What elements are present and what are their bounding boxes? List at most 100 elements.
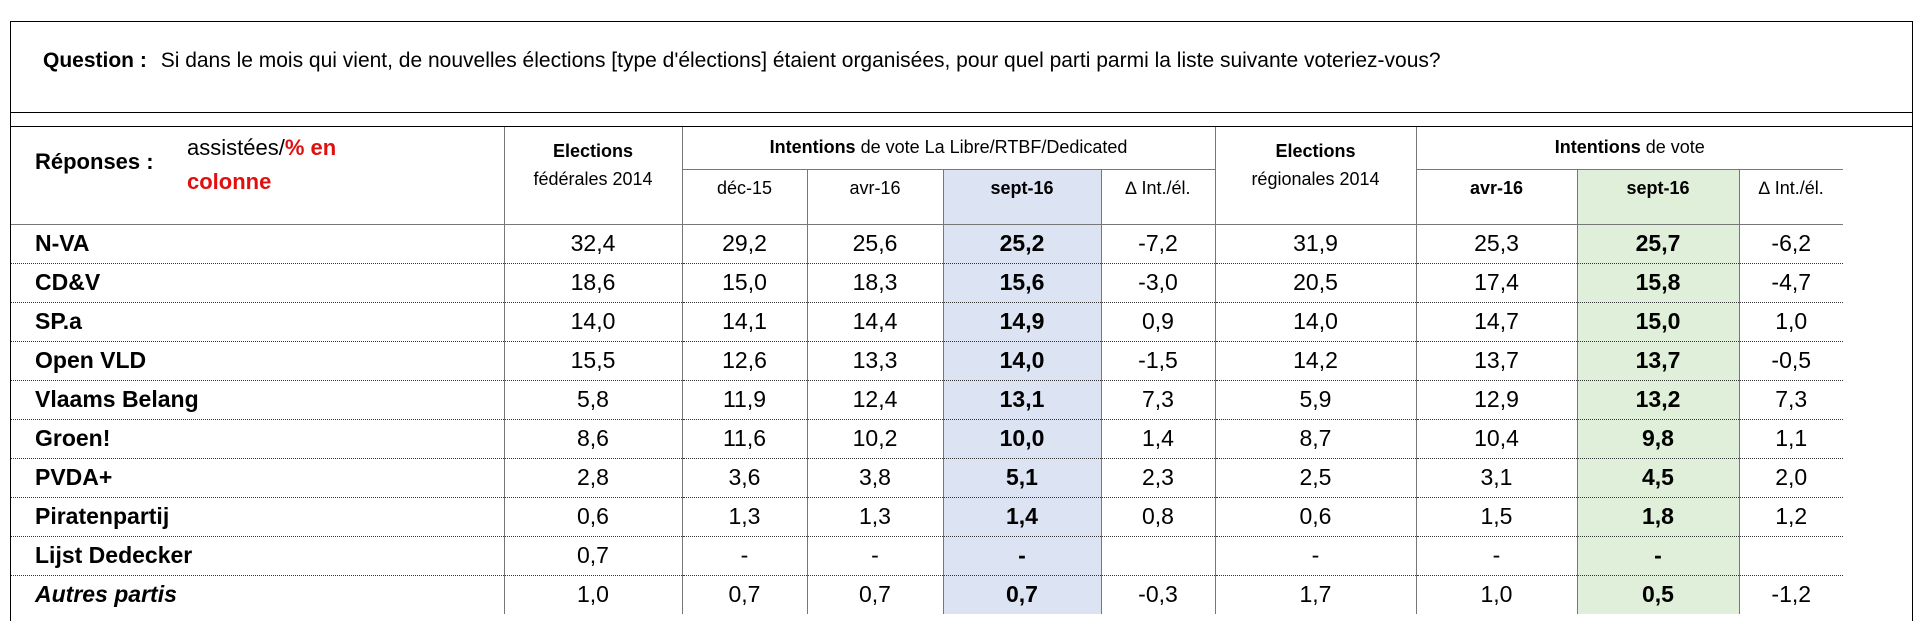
- cell-sept16: -: [942, 536, 1101, 576]
- question-header: Question : Si dans le mois qui vient, de…: [11, 22, 1912, 113]
- cell-reg-2014: 1,7: [1214, 575, 1416, 614]
- col-dec15: déc-15: [681, 169, 807, 208]
- spacer-row: [11, 207, 1843, 225]
- col-delta-reg: ∆ Int./él.: [1738, 169, 1843, 208]
- cell-sept16: 13,1: [942, 380, 1101, 420]
- responses-label: Réponses :: [35, 149, 154, 174]
- cell-avr16: -: [806, 536, 943, 576]
- col-sept16-reg: sept-16: [1576, 169, 1739, 208]
- intentions-header: Intentions de vote La Libre/RTBF/Dedicat…: [681, 127, 1215, 170]
- cell-avr16-reg: 25,3: [1415, 224, 1577, 264]
- table-row: Open VLD 15,5 12,6 13,3 14,0 -1,5 14,2 13,7 13,7…: [11, 341, 1843, 381]
- party-name: CD&V: [11, 263, 504, 303]
- cell-reg-2014: 14,2: [1214, 341, 1416, 381]
- cell-fed-2014: 8,6: [503, 419, 682, 459]
- table-row: CD&V 18,6 15,0 18,3 15,6 -3,0 20,5 17,4 15,8 -4,7: [11, 263, 1843, 303]
- cell-sept16-reg: 0,5: [1576, 575, 1739, 614]
- cell-fed-2014: 32,4: [503, 224, 682, 264]
- party-name: PVDA+: [11, 458, 504, 498]
- table-row: Vlaams Belang 5,8 11,9 12,4 13,1 7,3 5,9 12,9 13…: [11, 380, 1843, 420]
- cell-sept16-reg: 25,7: [1576, 224, 1739, 264]
- cell-dec15: 14,1: [681, 302, 807, 342]
- cell-avr16: 10,2: [806, 419, 943, 459]
- cell-dec15: 0,7: [681, 575, 807, 614]
- cell-dec15: 3,6: [681, 458, 807, 498]
- cell-delta: -3,0: [1100, 263, 1215, 303]
- cell-delta-reg: 1,2: [1738, 497, 1843, 537]
- cell-fed-2014: 15,5: [503, 341, 682, 381]
- table-row: Piratenpartij 0,6 1,3 1,3 1,4 0,8 0,6 1,5 1,8 1,2: [11, 497, 1843, 537]
- cell-sept16: 14,9: [942, 302, 1101, 342]
- party-name: Autres partis: [35, 581, 177, 607]
- cell-avr16-reg: -: [1415, 536, 1577, 576]
- cell-delta: -1,5: [1100, 341, 1215, 381]
- cell-reg-2014: 5,9: [1214, 380, 1416, 420]
- cell-dec15: 11,6: [681, 419, 807, 459]
- cell-reg-2014: -: [1214, 536, 1416, 576]
- cell-avr16-reg: 17,4: [1415, 263, 1577, 303]
- cell-dec15: 11,9: [681, 380, 807, 420]
- cell-delta-reg: -4,7: [1738, 263, 1843, 303]
- cell-avr16: 0,7: [806, 575, 943, 614]
- cell-sept16: 0,7: [942, 575, 1101, 614]
- cell-dec15: -: [681, 536, 807, 576]
- cell-dec15: 15,0: [681, 263, 807, 303]
- cell-delta-reg: 1,0: [1738, 302, 1843, 342]
- cell-reg-2014: 20,5: [1214, 263, 1416, 303]
- cell-avr16: 1,3: [806, 497, 943, 537]
- cell-delta-reg: 2,0: [1738, 458, 1843, 498]
- table-row: Groen! 8,6 11,6 10,2 10,0 1,4 8,7 10,4 9,8 1,1: [11, 419, 1843, 459]
- table-row: Autres partis 1,0 0,7 0,7 0,7 -0,3 1,7 1,0 0,5 -1…: [11, 575, 1843, 614]
- responses-sub-red: colonne: [187, 169, 272, 194]
- cell-reg-2014: 0,6: [1214, 497, 1416, 537]
- cell-fed-2014: 0,6: [503, 497, 682, 537]
- cell-sept16: 15,6: [942, 263, 1101, 303]
- cell-reg-2014: 2,5: [1214, 458, 1416, 498]
- cell-delta: 7,3: [1100, 380, 1215, 420]
- cell-sept16-reg: -: [1576, 536, 1739, 576]
- cell-fed-2014: 2,8: [503, 458, 682, 498]
- table-row: Lijst Dedecker 0,7- - - - - -: [11, 536, 1843, 576]
- cell-reg-2014: 8,7: [1214, 419, 1416, 459]
- divider: [11, 126, 1912, 127]
- col-delta: ∆ Int./él.: [1100, 169, 1215, 208]
- cell-avr16-reg: 13,7: [1415, 341, 1577, 381]
- cell-fed-2014: 0,7: [503, 536, 682, 576]
- cell-delta-reg: [1738, 536, 1843, 576]
- responses-sub: assistées/% en: [187, 135, 337, 160]
- party-name: Piratenpartij: [11, 497, 504, 537]
- cell-sept16-reg: 13,2: [1576, 380, 1739, 420]
- cell-avr16-reg: 10,4: [1415, 419, 1577, 459]
- intentions-reg-header: Intentions de vote: [1415, 127, 1843, 170]
- col-avr16-reg: avr-16: [1415, 169, 1577, 208]
- reg-2014-sub: régionales 2014: [1214, 169, 1416, 208]
- cell-fed-2014: 14,0: [503, 302, 682, 342]
- cell-sept16-reg: 4,5: [1576, 458, 1739, 498]
- cell-reg-2014: 14,0: [1214, 302, 1416, 342]
- question-label: Question :: [43, 49, 147, 72]
- cell-delta: 0,9: [1100, 302, 1215, 342]
- cell-delta-reg: 1,1: [1738, 419, 1843, 459]
- party-name: N-VA: [11, 224, 504, 264]
- cell-avr16: 25,6: [806, 224, 943, 264]
- cell-delta-reg: -6,2: [1738, 224, 1843, 264]
- party-name: Vlaams Belang: [11, 380, 504, 420]
- party-name: SP.a: [11, 302, 504, 342]
- cell-sept16: 14,0: [942, 341, 1101, 381]
- table-row: SP.a 14,0 14,1 14,4 14,9 0,9 14,0 14,7 15,0 1,0: [11, 302, 1843, 342]
- party-name: Groen!: [11, 419, 504, 459]
- cell-sept16-reg: 15,0: [1576, 302, 1739, 342]
- cell-sept16-reg: 9,8: [1576, 419, 1739, 459]
- fed-2014-title: Elections: [503, 127, 682, 169]
- cell-delta: [1100, 536, 1215, 576]
- cell-avr16: 14,4: [806, 302, 943, 342]
- responses-header: Réponses : assistées/% en colonne: [11, 127, 504, 208]
- cell-sept16: 1,4: [942, 497, 1101, 537]
- cell-delta: 2,3: [1100, 458, 1215, 498]
- col-avr16: avr-16: [806, 169, 943, 208]
- cell-fed-2014: 1,0: [503, 575, 682, 614]
- cell-avr16-reg: 1,0: [1415, 575, 1577, 614]
- cell-fed-2014: 5,8: [503, 380, 682, 420]
- cell-delta: 1,4: [1100, 419, 1215, 459]
- cell-avr16: 12,4: [806, 380, 943, 420]
